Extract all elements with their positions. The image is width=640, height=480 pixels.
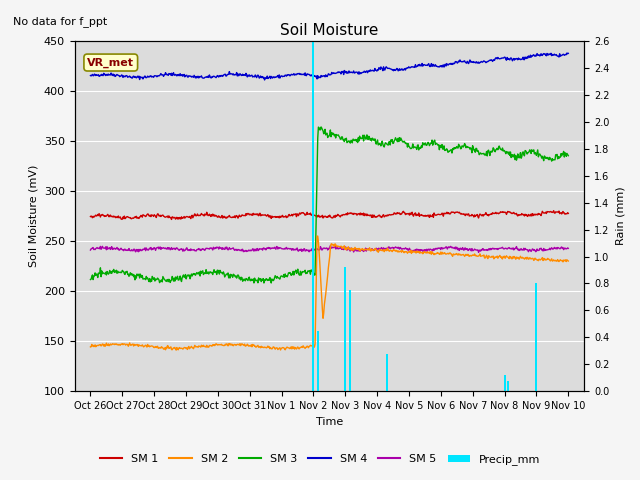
Bar	[344, 267, 346, 391]
Bar	[317, 331, 319, 391]
Text: No data for f_ppt: No data for f_ppt	[13, 16, 108, 27]
Text: VR_met: VR_met	[87, 58, 134, 68]
Y-axis label: Rain (mm): Rain (mm)	[615, 187, 625, 245]
Legend: SM 1, SM 2, SM 3, SM 4, SM 5, Precip_mm: SM 1, SM 2, SM 3, SM 4, SM 5, Precip_mm	[95, 450, 545, 469]
Bar	[349, 290, 351, 391]
X-axis label: Time: Time	[316, 417, 343, 427]
Bar	[536, 284, 538, 391]
Bar	[504, 375, 506, 391]
Bar	[507, 381, 509, 391]
Y-axis label: Soil Moisture (mV): Soil Moisture (mV)	[28, 165, 38, 267]
Bar	[386, 354, 388, 391]
Title: Soil Moisture: Soil Moisture	[280, 24, 378, 38]
Bar	[312, 41, 314, 391]
